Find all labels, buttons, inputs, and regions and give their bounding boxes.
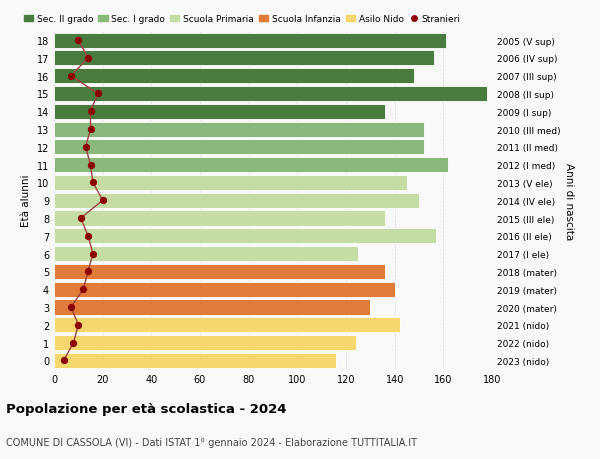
Bar [54,140,424,155]
Point [59,357,68,364]
Bar [54,336,356,350]
Bar [54,300,370,315]
Bar [54,318,400,333]
Point [98,197,107,205]
Point [86,108,95,116]
Bar [54,175,407,190]
Point [83,55,93,62]
Point [81,144,91,151]
Bar [54,87,487,102]
Point [88,179,98,187]
Point [76,215,86,222]
Bar [54,282,395,297]
Point [93,90,103,98]
Point [68,339,78,347]
Bar [54,264,385,280]
Text: COMUNE DI CASSOLA (VI) - Dati ISTAT 1° gennaio 2024 - Elaborazione TUTTITALIA.IT: COMUNE DI CASSOLA (VI) - Dati ISTAT 1° g… [6,437,417,448]
Point [88,251,98,258]
Y-axis label: Età alunni: Età alunni [21,174,31,227]
Point [83,233,93,240]
Text: Popolazione per età scolastica - 2024: Popolazione per età scolastica - 2024 [6,403,287,415]
Point [66,304,76,311]
Bar [54,353,336,368]
Y-axis label: Anni di nascita: Anni di nascita [565,162,574,239]
Bar [54,51,434,66]
Bar [54,229,436,244]
Point [74,37,83,45]
Bar [54,211,385,226]
Bar [54,246,358,262]
Bar [54,69,414,84]
Bar [54,193,419,208]
Bar [54,105,385,120]
Bar [54,122,424,137]
Point [79,286,88,293]
Point [86,126,95,134]
Point [66,73,76,80]
Bar [54,158,448,173]
Point [86,162,95,169]
Legend: Sec. II grado, Sec. I grado, Scuola Primaria, Scuola Infanzia, Asilo Nido, Stran: Sec. II grado, Sec. I grado, Scuola Prim… [24,15,461,24]
Point [83,268,93,275]
Point [74,321,83,329]
Bar [54,34,446,49]
